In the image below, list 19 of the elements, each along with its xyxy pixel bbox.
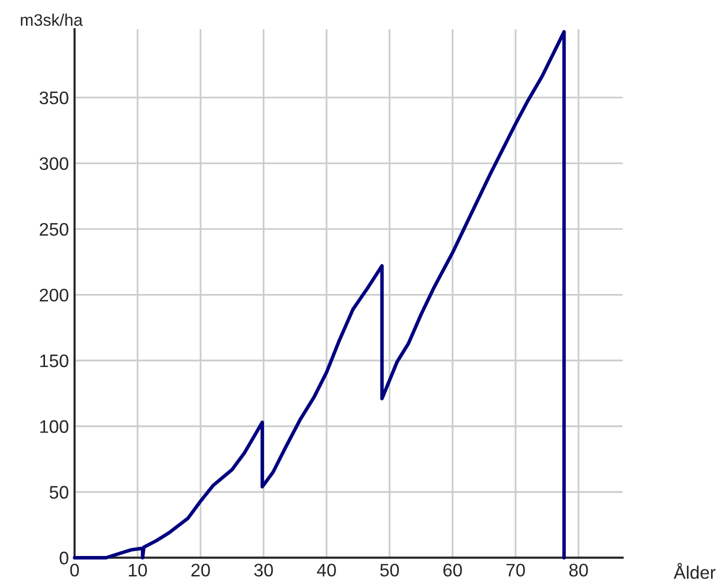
x-tick-label: 10 (128, 564, 147, 577)
y-tick-label: 300 (40, 157, 68, 170)
y-tick-label: 350 (40, 92, 68, 104)
x-tick-label: 20 (191, 564, 210, 577)
y-tick-label: 50 (50, 486, 68, 499)
y-axis-title: m3sk/ha (20, 14, 83, 26)
x-tick-label: 0 (70, 564, 79, 577)
x-tick-label: 60 (443, 564, 462, 577)
x-tick-label: 30 (254, 564, 273, 577)
y-tick-label: 100 (40, 420, 68, 433)
x-tick-label: 40 (316, 564, 336, 577)
y-tick-label: 150 (40, 354, 68, 368)
x-tick-label: 80 (569, 564, 588, 577)
y-tick-label: 250 (40, 222, 68, 236)
x-axis-title: Ålder (674, 562, 716, 579)
y-tick-label: 200 (40, 288, 68, 302)
x-tick-label: 70 (506, 564, 525, 577)
x-tick-label: 50 (380, 564, 399, 577)
y-tick-label: 0 (60, 552, 68, 564)
